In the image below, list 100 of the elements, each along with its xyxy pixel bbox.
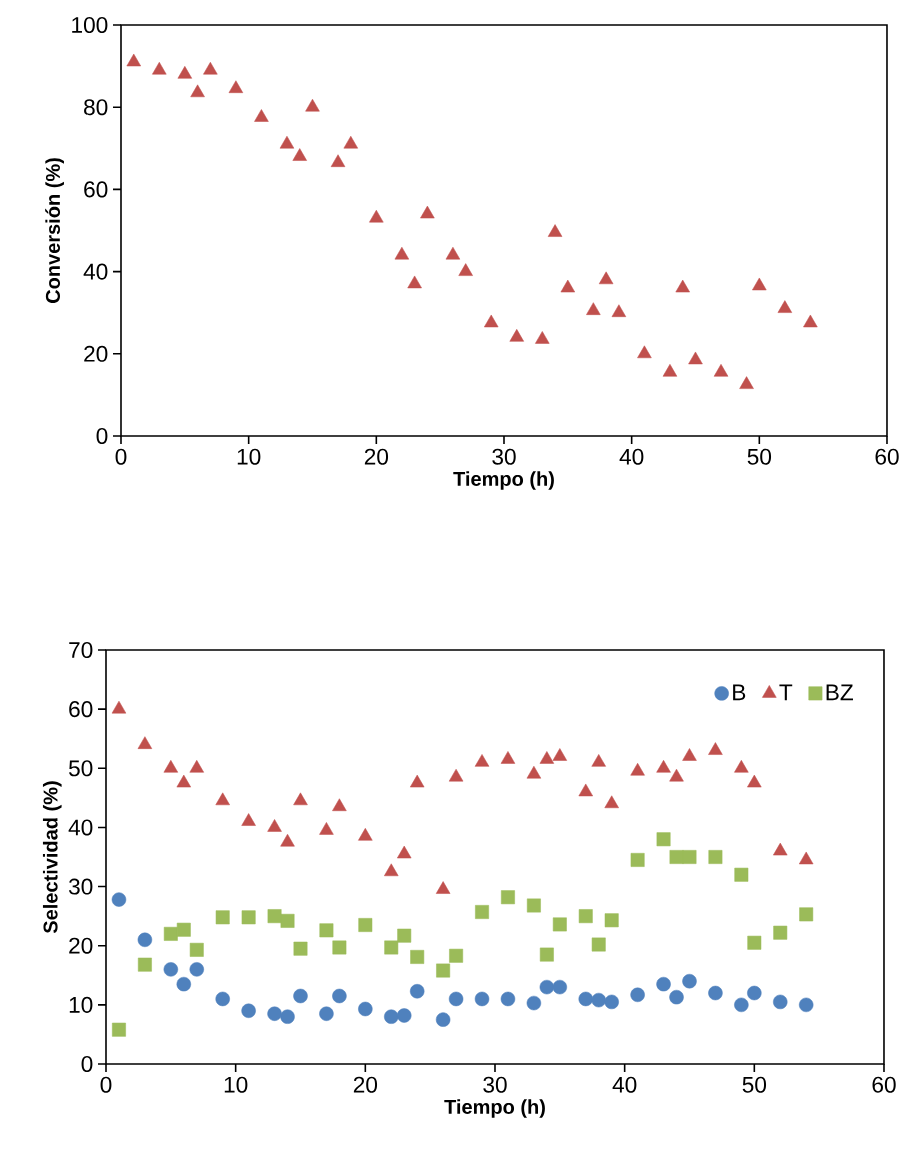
point xyxy=(509,329,524,342)
y-tick-label: 30 xyxy=(68,878,93,895)
point xyxy=(773,994,788,1010)
x-tick-label: 60 xyxy=(875,448,899,465)
point xyxy=(267,909,282,924)
y-tick-label: 80 xyxy=(84,99,108,116)
point xyxy=(752,277,767,291)
point xyxy=(176,976,191,992)
point xyxy=(176,922,191,937)
point xyxy=(539,751,555,764)
y-axis-title: Conversión (%) xyxy=(45,158,64,304)
x-tick-label: 50 xyxy=(742,1076,767,1093)
point xyxy=(773,925,788,940)
point xyxy=(799,907,814,922)
point xyxy=(747,935,762,950)
point xyxy=(215,991,230,1007)
point xyxy=(688,351,703,365)
point xyxy=(734,760,749,773)
point xyxy=(319,822,334,835)
x-tick-label: 10 xyxy=(237,448,261,465)
y-tick-label: 60 xyxy=(84,181,108,198)
point xyxy=(279,135,295,149)
point xyxy=(474,991,490,1007)
point xyxy=(682,973,697,989)
point xyxy=(189,962,204,977)
point xyxy=(137,736,153,749)
point xyxy=(280,913,295,928)
point xyxy=(656,832,671,847)
point xyxy=(409,984,425,999)
point xyxy=(669,989,684,1005)
point xyxy=(552,748,568,761)
point xyxy=(343,135,358,149)
point xyxy=(384,940,399,955)
point xyxy=(598,271,614,285)
point xyxy=(436,963,451,978)
y-tick-label: 40 xyxy=(68,819,93,836)
point xyxy=(280,1009,295,1024)
point xyxy=(332,940,347,955)
y-tick-label: 50 xyxy=(68,760,93,777)
point xyxy=(578,783,593,797)
x-tick-label: 20 xyxy=(364,448,389,465)
point xyxy=(292,148,307,161)
point xyxy=(539,947,554,962)
point xyxy=(267,1006,282,1021)
point xyxy=(137,932,153,947)
point xyxy=(474,754,490,767)
point xyxy=(604,795,619,809)
point xyxy=(747,985,762,1001)
point xyxy=(448,768,464,782)
y-tick-label: 0 xyxy=(81,1055,93,1073)
point xyxy=(215,792,230,806)
point xyxy=(293,792,308,806)
point xyxy=(501,890,515,905)
point xyxy=(656,760,671,773)
y-tick-label: 10 xyxy=(69,996,93,1013)
point xyxy=(448,991,464,1007)
point xyxy=(578,909,593,924)
point xyxy=(358,1001,373,1017)
point xyxy=(445,246,461,260)
point xyxy=(190,84,205,98)
point xyxy=(369,209,384,223)
point xyxy=(630,762,645,776)
point xyxy=(410,950,425,964)
x-tick-label: 20 xyxy=(353,1076,378,1093)
point xyxy=(662,364,678,377)
point xyxy=(267,819,282,832)
point xyxy=(163,760,179,773)
point xyxy=(560,279,576,293)
point xyxy=(552,979,568,995)
point xyxy=(630,987,645,1002)
legend-label: T xyxy=(779,684,793,701)
x-tick-label: 10 xyxy=(224,1076,248,1093)
point xyxy=(112,1022,126,1037)
point xyxy=(591,937,606,952)
y-tick-label: 70 xyxy=(69,641,93,659)
x-axis-title: Tiempo (h) xyxy=(444,1099,545,1118)
point xyxy=(435,1012,451,1027)
point xyxy=(578,991,593,1007)
point xyxy=(319,923,334,938)
point xyxy=(458,263,473,276)
point xyxy=(420,205,435,219)
point xyxy=(215,910,230,925)
point xyxy=(803,314,818,328)
y-tick-label: 40 xyxy=(83,263,108,280)
point xyxy=(798,851,814,865)
point xyxy=(407,275,422,289)
y-tick-label: 100 xyxy=(72,16,108,34)
point xyxy=(604,994,619,1010)
point xyxy=(397,928,412,943)
point xyxy=(254,109,269,122)
point xyxy=(708,742,723,755)
point xyxy=(152,61,167,75)
point xyxy=(591,754,606,767)
y-tick-label: 60 xyxy=(69,701,93,718)
x-tick-label: 30 xyxy=(492,448,516,465)
point xyxy=(611,304,627,317)
point xyxy=(734,997,749,1013)
y-tick-label: 0 xyxy=(96,427,108,445)
point xyxy=(637,345,652,359)
point xyxy=(241,1003,256,1018)
